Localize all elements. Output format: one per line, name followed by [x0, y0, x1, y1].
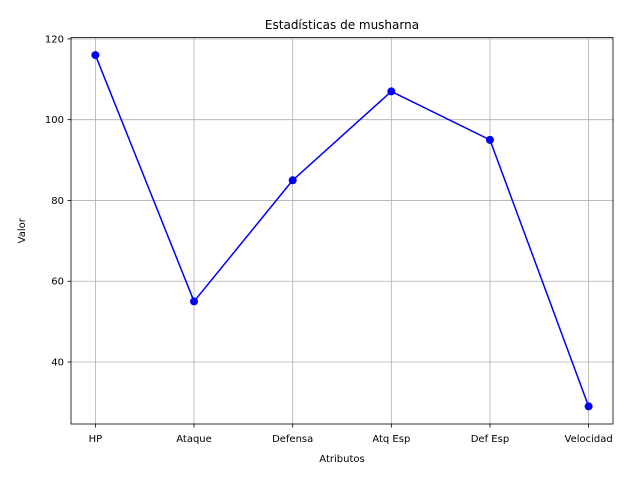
x-axis: HP Ataque Defensa Atq Esp Def Esp Velocidad [89, 424, 613, 445]
y-tick-label: 120 [45, 34, 64, 45]
y-tick-label: 80 [51, 196, 64, 207]
y-tick-label: 40 [51, 358, 64, 369]
data-point-ataque [190, 297, 199, 306]
data-point-velocidad [584, 402, 593, 411]
data-point-hp [91, 51, 100, 60]
x-tick-label: HP [89, 434, 103, 445]
data-point-defensa [288, 176, 297, 185]
grid [71, 37, 613, 424]
y-tick-label: 100 [45, 115, 64, 126]
x-tick-label: Defensa [272, 434, 313, 445]
series [91, 51, 593, 411]
x-tick-label: Def Esp [471, 434, 509, 445]
chart-title: Estadísticas de musharna [265, 18, 419, 32]
data-point-def-esp [485, 135, 494, 144]
y-axis: 40 60 80 100 120 [45, 34, 71, 369]
series-line [94, 54, 590, 407]
x-tick-label: Atq Esp [372, 434, 410, 445]
y-tick-label: 60 [51, 277, 64, 288]
x-tick-label: Velocidad [565, 434, 613, 445]
plot-area-frame [70, 37, 614, 425]
data-point-atq-esp [387, 87, 396, 96]
y-axis-label: Valor [17, 217, 28, 243]
x-axis-label: Atributos [319, 454, 364, 465]
x-tick-label: Ataque [176, 434, 212, 445]
